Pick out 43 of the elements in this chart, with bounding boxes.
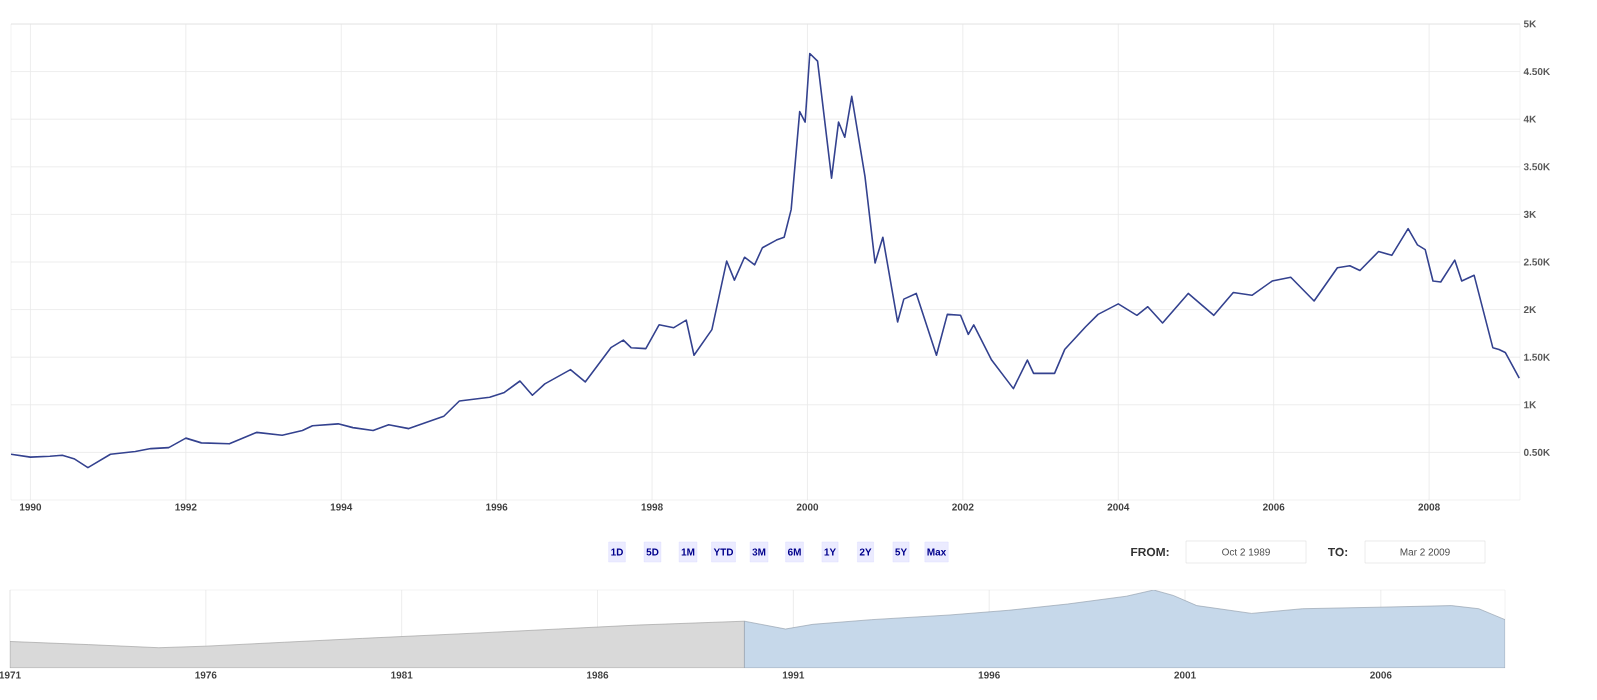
line-series (11, 52, 1520, 469)
x-tick-label: 2000 (796, 503, 819, 511)
x-tick-label: 1998 (641, 503, 663, 511)
x-tick-label: 2006 (1370, 671, 1392, 679)
text: TO: (1327, 547, 1348, 557)
x-tick-label: 2001 (1174, 671, 1196, 679)
x-tick-label: 2006 (1262, 503, 1285, 511)
x-tick-label: 1991 (782, 671, 805, 679)
x-tick-label: 2008 (1418, 503, 1440, 511)
x-tick-label: 1971 (0, 671, 21, 679)
text: 1D (611, 548, 623, 556)
text: Mar 2 2009 (1400, 548, 1450, 556)
text: FROM: (1131, 547, 1169, 557)
x-tick-label: 1994 (330, 503, 353, 511)
y-tick-label: 1.50K (1524, 353, 1551, 361)
x-tick-label: 1976 (195, 671, 217, 679)
text: 1Y (824, 548, 836, 556)
text: YTD (713, 548, 734, 556)
text: 5Y (895, 548, 907, 556)
text: 6M (787, 548, 801, 556)
y-tick-label: 3.50K (1523, 163, 1551, 171)
y-tick-label: 4.50K (1523, 68, 1551, 76)
y-tick-label: 2K (1523, 306, 1537, 314)
y-tick-label: 3K (1523, 210, 1537, 218)
y-tick-label: 1K (1524, 401, 1537, 409)
text: 1M (681, 548, 695, 556)
text: Oct 2 1989 (1222, 548, 1270, 556)
x-tick-label: 1986 (587, 671, 609, 679)
text: 3M (752, 548, 766, 556)
x-tick-label: 1992 (175, 503, 197, 511)
y-tick-label: 2.50K (1523, 258, 1551, 266)
x-tick-label: 2002 (952, 503, 974, 511)
y-tick-label: 0.50K (1523, 448, 1551, 456)
x-tick-label: 1996 (978, 671, 1000, 679)
x-tick-label: 1996 (486, 503, 508, 511)
text: 2Y (859, 548, 872, 556)
x-tick-label: 1981 (391, 671, 413, 679)
x-tick-label: 2004 (1107, 503, 1130, 511)
x-tick-label: 1990 (19, 503, 42, 511)
text: Max (927, 548, 947, 556)
y-tick-label: 5K (1523, 20, 1537, 28)
y-tick-label: 4K (1523, 115, 1537, 123)
text: 5D (646, 548, 659, 556)
